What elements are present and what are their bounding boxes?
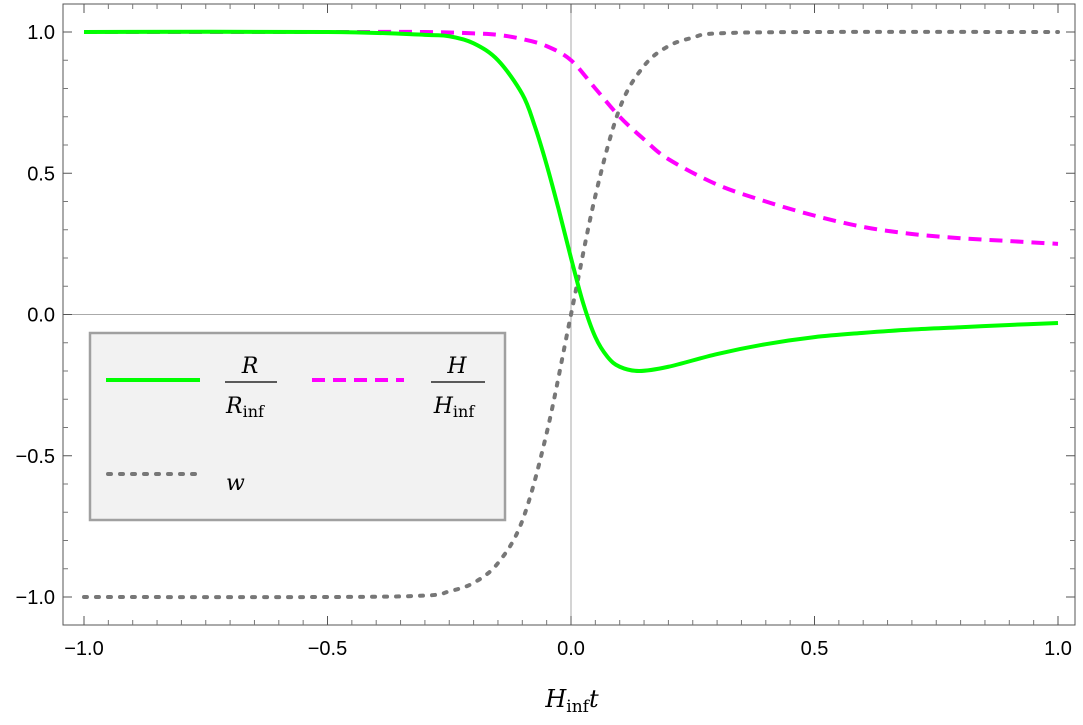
series-layer bbox=[82, 29, 1060, 600]
y-tick-label: 0.5 bbox=[27, 163, 55, 185]
legend: R Rinf H Hinf w bbox=[88, 331, 507, 522]
x-tick-label: −1.0 bbox=[64, 638, 103, 660]
legend-r-denominator: Rinf bbox=[225, 394, 265, 421]
x-axis-label-sub: inf bbox=[566, 697, 590, 717]
legend-w-label: w bbox=[226, 471, 245, 496]
legend-h-denominator: Hinf bbox=[433, 394, 476, 421]
x-axis-label-suffix: t bbox=[589, 685, 599, 713]
x-axis-label: Hinft bbox=[544, 685, 599, 717]
legend-box bbox=[88, 331, 507, 522]
y-tick-label: 0.0 bbox=[27, 305, 55, 327]
legend-r-den-main: R bbox=[225, 394, 243, 419]
y-tick-label: −1.0 bbox=[16, 587, 55, 609]
ticks: −1.0 −0.5 0.0 0.5 1.0 1.0 0.5 0.0 −0.5 −1.0 bbox=[16, 4, 1075, 660]
series-line-h bbox=[83, 29, 1059, 246]
legend-h-numerator: H bbox=[446, 354, 467, 379]
y-tick-label: −0.5 bbox=[16, 446, 55, 468]
legend-h-den-main: H bbox=[433, 394, 454, 419]
legend-r-den-sub: inf bbox=[243, 402, 265, 421]
x-tick-label: −0.5 bbox=[308, 638, 347, 660]
x-tick-label: 1.0 bbox=[1044, 638, 1072, 660]
series-line-r bbox=[83, 29, 1059, 374]
series-line-w bbox=[82, 29, 1060, 600]
y-tick-label: 1.0 bbox=[27, 22, 55, 44]
x-tick-label: 0.0 bbox=[557, 638, 585, 660]
legend-r-numerator: R bbox=[241, 354, 259, 379]
legend-h-den-sub: inf bbox=[453, 402, 475, 421]
x-axis-label-main: H bbox=[544, 685, 567, 713]
x-tick-label: 0.5 bbox=[801, 638, 829, 660]
